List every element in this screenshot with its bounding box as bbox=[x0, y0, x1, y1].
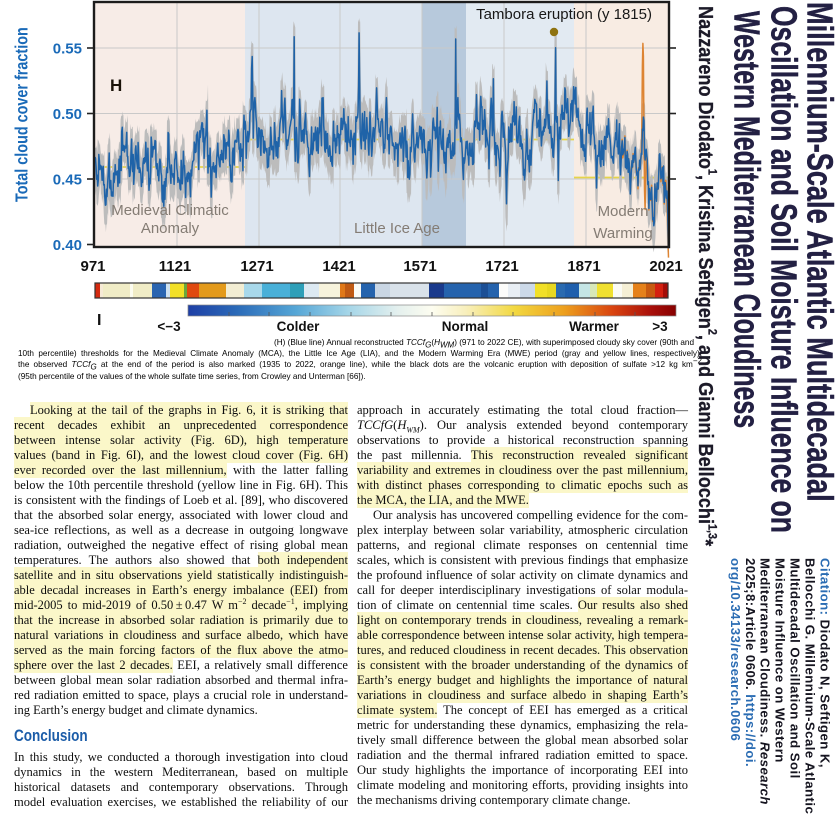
svg-text:>3: >3 bbox=[652, 319, 668, 334]
svg-text:Medieval Climatic: Medieval Climatic bbox=[111, 202, 229, 219]
svg-text:Warming: Warming bbox=[593, 225, 652, 242]
svg-text:Normal: Normal bbox=[442, 319, 489, 334]
svg-text:Total cloud cover fraction: Total cloud cover fraction bbox=[12, 27, 32, 202]
svg-text:Modern: Modern bbox=[598, 203, 649, 220]
svg-text:0.40: 0.40 bbox=[53, 237, 82, 254]
svg-text:2021: 2021 bbox=[649, 258, 682, 275]
svg-text:Tambora eruption (y 1815): Tambora eruption (y 1815) bbox=[476, 6, 652, 23]
svg-text:1571: 1571 bbox=[403, 258, 436, 275]
svg-text:0.55: 0.55 bbox=[53, 41, 82, 58]
svg-text:1271: 1271 bbox=[240, 258, 273, 275]
svg-text:971: 971 bbox=[80, 258, 105, 275]
svg-text:Colder: Colder bbox=[277, 319, 321, 334]
svg-text:Anomaly: Anomaly bbox=[141, 220, 200, 237]
svg-text:<−3: <−3 bbox=[157, 319, 181, 334]
svg-text:1871: 1871 bbox=[567, 258, 600, 275]
svg-text:1121: 1121 bbox=[159, 258, 192, 275]
svg-text:H: H bbox=[110, 76, 122, 95]
svg-text:0.45: 0.45 bbox=[53, 172, 82, 189]
svg-text:Little Ice Age: Little Ice Age bbox=[354, 220, 440, 237]
svg-text:0.50: 0.50 bbox=[53, 106, 82, 123]
svg-text:1721: 1721 bbox=[485, 258, 518, 275]
svg-text:Warmer: Warmer bbox=[569, 319, 620, 334]
svg-text:I: I bbox=[97, 312, 101, 329]
svg-text:1421: 1421 bbox=[322, 258, 355, 275]
